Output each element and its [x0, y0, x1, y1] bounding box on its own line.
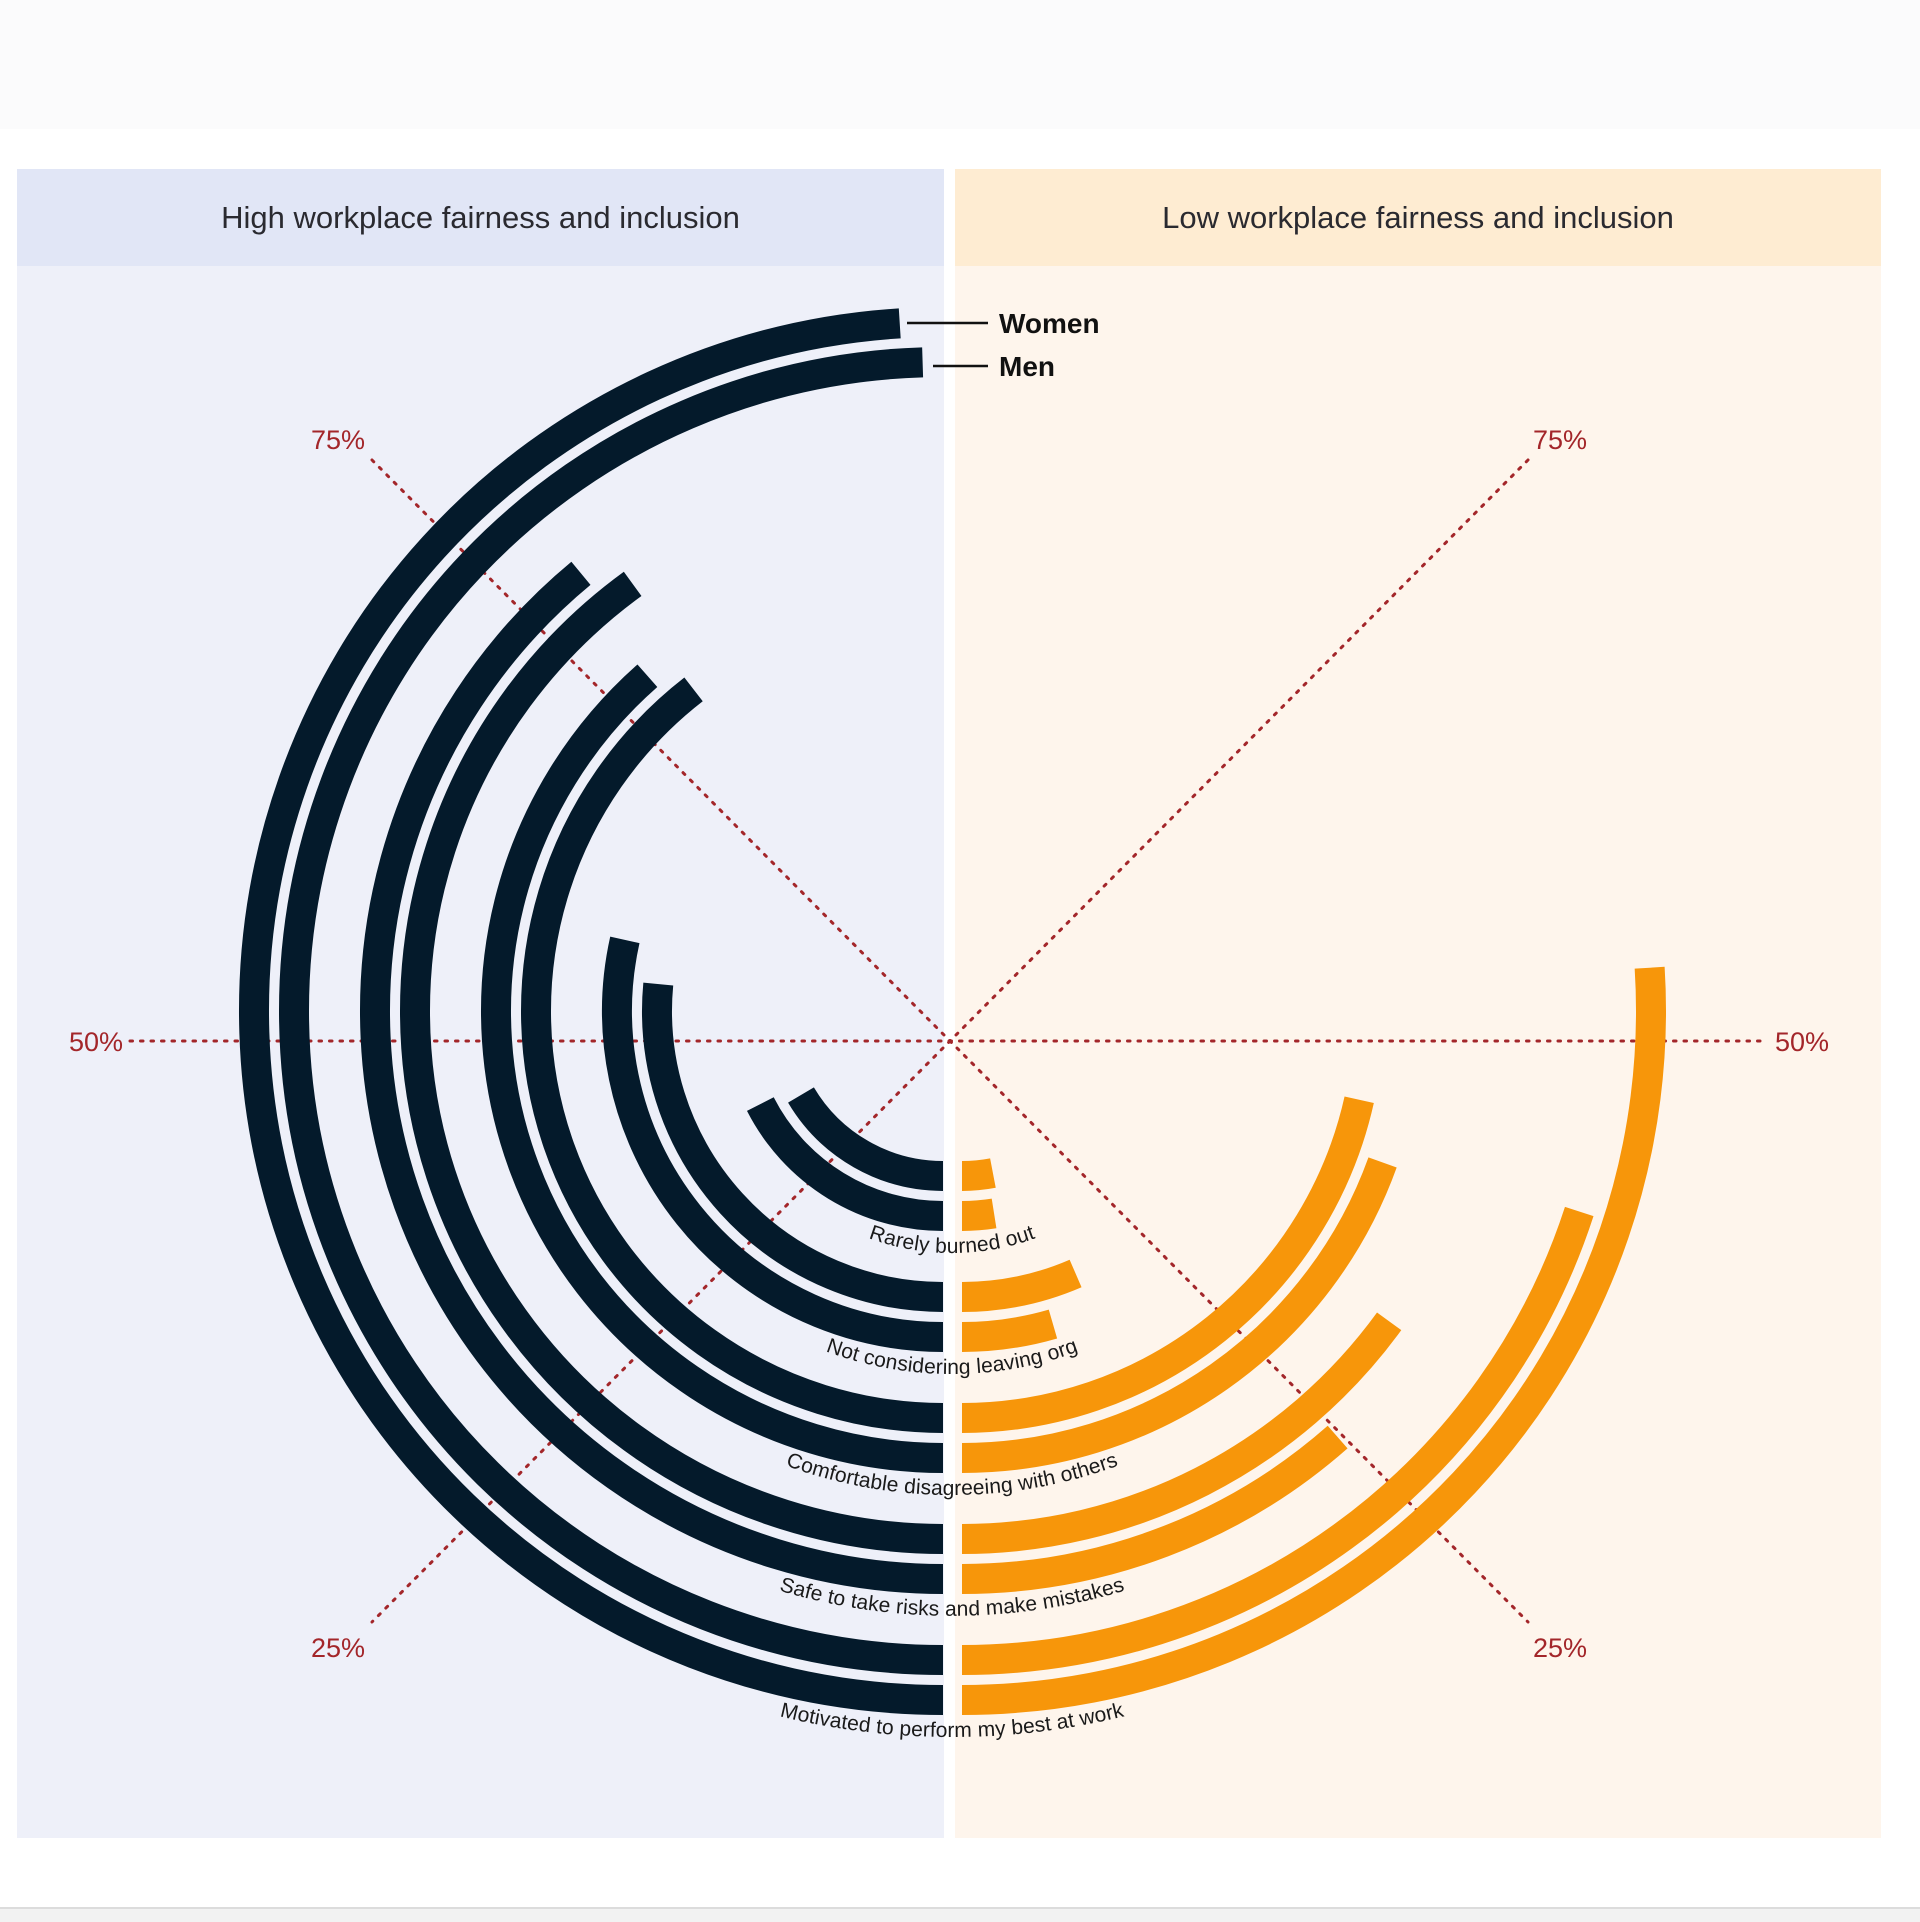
arc-high-women-2	[481, 664, 944, 1473]
arc-high-men-1	[400, 571, 944, 1554]
category-label: Rarely burned out	[867, 1221, 1038, 1258]
panel-body-low	[955, 266, 1881, 1838]
bottom-bar	[0, 1907, 1920, 1922]
arc-bars	[239, 308, 1666, 1715]
arc-high-men-4	[788, 1087, 944, 1191]
arc-low-men-0	[961, 1206, 1594, 1675]
panel-title-high: High workplace fairness and inclusion	[221, 199, 740, 235]
panel-body-high	[17, 266, 944, 1838]
tick-label-50-left: 50%	[69, 1027, 123, 1057]
top-bar	[0, 0, 1920, 129]
tick-labels: 75% 50% 25% 75% 50% 25%	[69, 425, 1829, 1663]
tick-label-25-left: 25%	[311, 1633, 365, 1663]
tick-label-25-right: 25%	[1533, 1633, 1587, 1663]
arc-low-men-4	[961, 1158, 996, 1191]
arc-low-men-3	[961, 1259, 1082, 1312]
panel-header-high: High workplace fairness and inclusion	[17, 169, 944, 266]
arc-low-women-2	[961, 1157, 1397, 1473]
arc-low-women-3	[961, 1309, 1058, 1352]
arc-low-men-2	[961, 1096, 1374, 1433]
legend: Women Men	[907, 308, 1100, 382]
panel-header-low: Low workplace fairness and inclusion	[955, 169, 1881, 266]
arc-high-men-0	[279, 347, 944, 1675]
arc-low-women-0	[961, 966, 1666, 1715]
panel-title-low: Low workplace fairness and inclusion	[1162, 199, 1674, 235]
legend-label-men: Men	[999, 351, 1055, 382]
arc-high-women-1	[360, 561, 944, 1594]
tick-label-50-right: 50%	[1775, 1027, 1829, 1057]
arc-low-women-1	[961, 1425, 1348, 1594]
arc-high-women-3	[602, 936, 944, 1352]
arc-low-women-4	[961, 1198, 997, 1232]
legend-label-women: Women	[999, 308, 1100, 339]
category-label-text: Rarely burned out	[867, 1221, 1038, 1258]
tick-label-75-left: 75%	[311, 425, 365, 455]
arc-high-women-4	[746, 1097, 944, 1231]
arc-high-women-0	[239, 308, 944, 1715]
arc-high-men-2	[521, 677, 944, 1433]
arc-low-men-1	[961, 1312, 1402, 1554]
arc-high-men-3	[642, 982, 944, 1312]
tick-label-75-right: 75%	[1533, 425, 1587, 455]
